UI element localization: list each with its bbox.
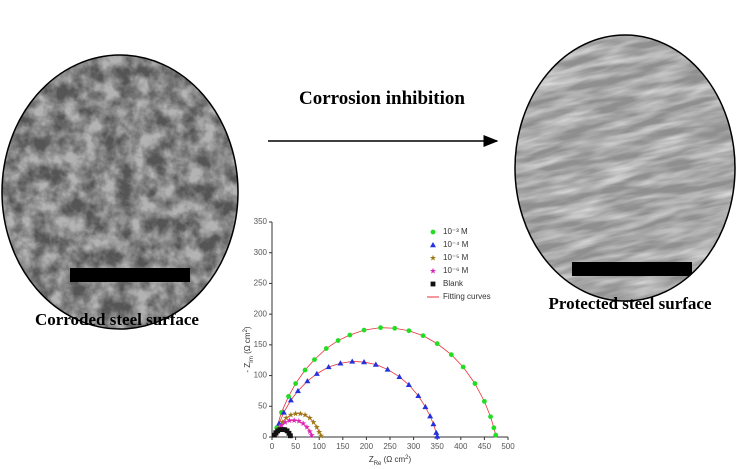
data-point [307,415,313,421]
x-tick-label: 200 [360,442,374,451]
y-axis-label-part: ) [243,326,252,329]
data-point [392,326,397,331]
data-point [314,371,320,376]
x-tick-label: 100 [313,442,327,451]
data-point [378,325,383,330]
x-tick-label: 0 [270,442,275,451]
protected-sem-image [484,9,742,326]
fitting-curve [276,361,437,436]
legend-marker [431,230,436,235]
data-point [421,333,426,338]
x-tick-label: 400 [454,442,468,451]
data-point [433,430,439,435]
legend-label: 10⁻³ M [443,227,468,236]
graphical-abstract: Corrosion inhibition Corroded steel surf… [0,0,742,469]
data-point [396,374,402,379]
data-point [336,338,341,343]
data-point [435,341,440,346]
right-caption: Protected steel surface [549,294,712,313]
legend-label: 10⁻⁵ M [443,253,469,262]
y-tick-label: 200 [254,309,268,318]
left-caption: Corroded steel surface [35,310,199,329]
y-axis-label: - ZIm (Ω cm2) [243,326,255,373]
arrow-text: Corrosion inhibition [299,88,465,109]
data-point [385,366,391,371]
legend-label: 10⁻⁶ M [443,266,469,275]
data-point [293,410,299,416]
x-tick-label: 150 [336,442,350,451]
legend-marker [430,268,436,274]
data-point [406,328,411,333]
data-point [349,358,355,363]
x-axis-label-part: ) [409,455,412,464]
data-point [288,433,293,438]
data-point [347,333,352,338]
y-tick-label: 0 [263,432,268,441]
x-tick-label: 50 [291,442,300,451]
legend-marker [430,242,436,247]
data-point [293,381,298,386]
y-tick-label: 250 [254,279,268,288]
data-point [461,365,466,370]
data-point [427,413,433,418]
x-tick-label: 450 [478,442,492,451]
data-point [482,399,487,404]
y-axis-label-part: Im [249,356,255,363]
y-tick-label: 150 [254,340,268,349]
legend-marker [430,255,436,261]
data-point [362,328,367,333]
data-point [312,357,317,362]
data-point [304,378,310,383]
data-point [449,352,454,357]
x-axis-label-part: (Ω cm [381,455,405,464]
y-tick-label: 350 [254,217,268,226]
x-tick-label: 250 [383,442,397,451]
x-tick-label: 500 [501,442,515,451]
x-tick-label: 350 [431,442,445,451]
x-axis-label: ZRe (Ω cm2) [369,455,412,467]
corroded-sem-image [0,50,240,335]
data-point [297,410,303,416]
data-point [314,424,320,430]
legend-marker [431,282,436,287]
x-tick-label: 300 [407,442,421,451]
data-point [473,381,478,386]
y-tick-label: 300 [254,248,268,257]
legend-label: 10⁻⁴ M [443,240,469,249]
data-point [324,346,329,351]
data-point [491,425,496,430]
y-axis-label-part: - Z [243,363,252,373]
y-axis-label-part: (Ω cm [243,332,252,356]
legend-label: Fitting curves [443,292,491,301]
nyquist-plot: 0 50 100 150 200 250 300 350 400 450 500 0 50 100 150 2… [243,217,516,466]
legend-label: Blank [443,279,464,288]
y-tick-label: 100 [254,371,268,380]
data-point [430,421,436,426]
data-point [422,404,428,409]
y-tick-label: 50 [258,401,267,410]
data-point [493,433,498,438]
data-point [488,414,493,419]
data-point [286,394,291,399]
data-point [303,368,308,373]
